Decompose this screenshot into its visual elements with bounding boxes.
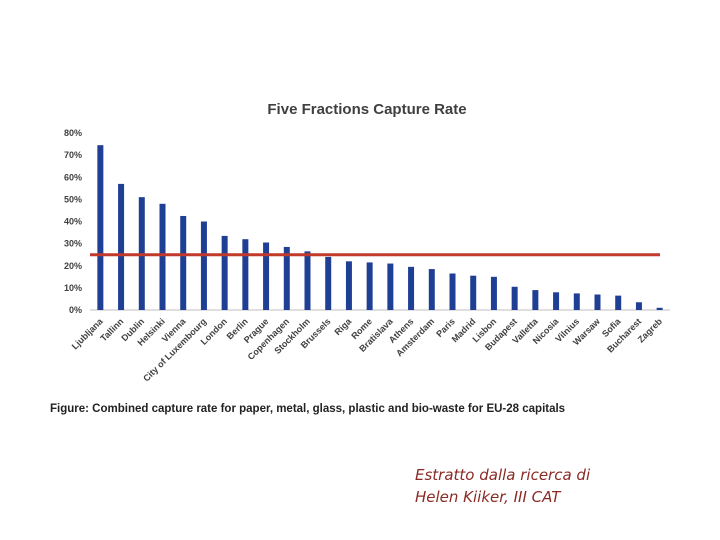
bar [345,261,352,310]
bar [283,246,290,310]
chart-title: Five Fractions Capture Rate [267,101,466,118]
y-tick-label: 80% [64,128,82,138]
bar [159,203,166,310]
bars [97,145,663,310]
bar [118,183,125,310]
x-axis: LjubljanaTallinnDublinHelsinkiViennaCity… [70,316,665,384]
bar-chart: Five Fractions Capture Rate 0% 10% 20% 30% 4… [64,101,670,384]
y-axis: 0% 10% 20% 30% 40% 50% 60% 70% 80% [64,128,670,315]
bar [594,294,601,310]
bar [97,145,104,310]
bar [470,275,477,310]
bar [366,262,373,310]
bar [180,215,187,310]
bar [200,221,207,310]
y-tick-label: 70% [64,150,82,160]
y-tick-label: 20% [64,261,82,271]
y-tick-label: 10% [64,283,82,293]
bar [615,295,622,310]
bar [635,302,642,310]
bar [511,286,518,310]
credit-line-1: Estratto dalla ricerca di [415,466,591,484]
credit-line-2: Helen Kiiker, III CAT [415,488,561,506]
y-tick-label: 60% [64,172,82,182]
bar [387,263,394,310]
figure-caption: Figure: Combined capture rate for paper,… [50,403,566,415]
y-tick-label: 50% [64,194,82,204]
bar [221,235,228,310]
bar [304,251,311,310]
bar [408,266,415,310]
bar [325,256,332,310]
bar [242,239,249,310]
bar [490,276,497,310]
y-tick-label: 40% [64,217,82,227]
y-tick-label: 0% [69,305,82,315]
bar [573,293,580,310]
bar [656,307,663,310]
bar [532,290,539,310]
bar [553,292,560,310]
bar [263,242,270,310]
bar [428,269,435,310]
bar [449,273,456,310]
credit: Estratto dalla ricerca di Helen Kiiker, … [415,464,590,508]
y-tick-label: 30% [64,239,82,249]
